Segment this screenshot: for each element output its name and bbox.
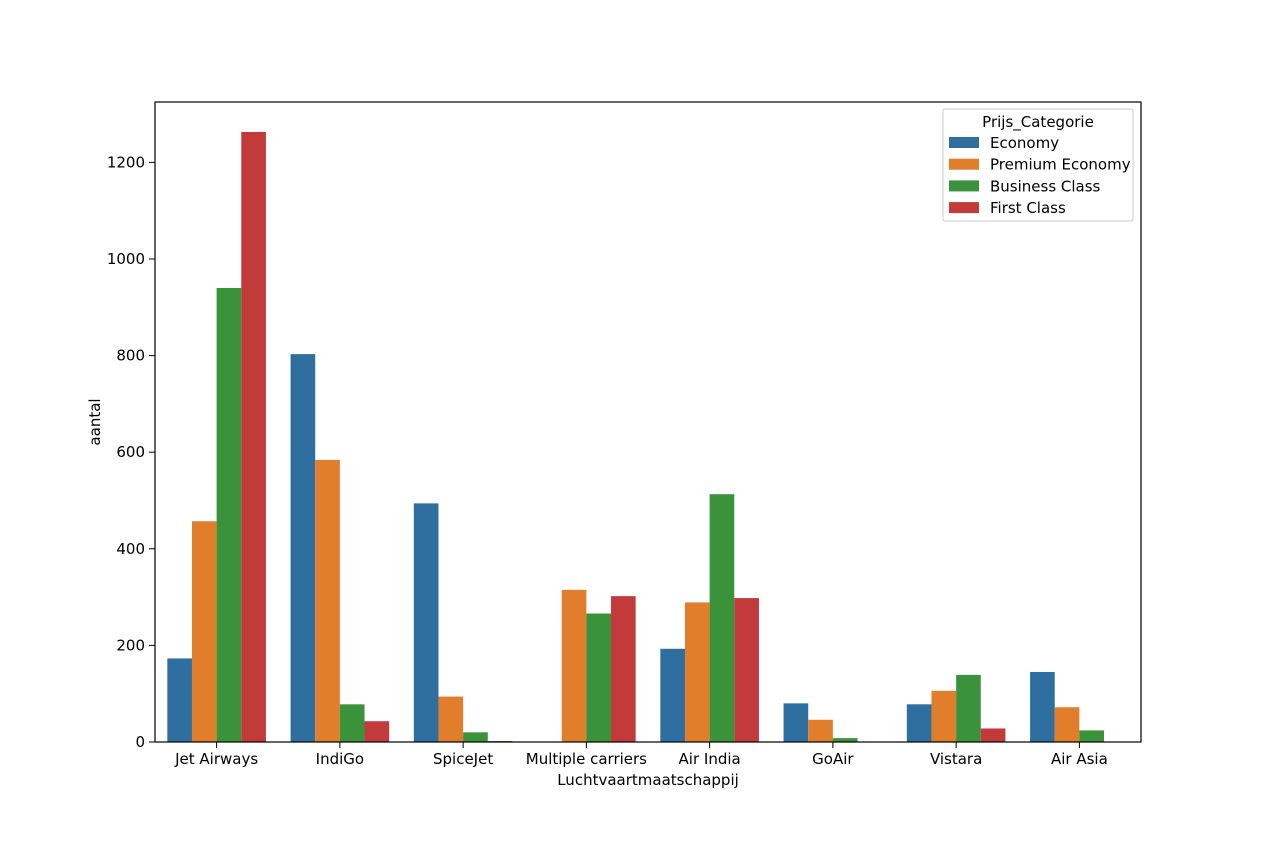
bar-business-class (586, 613, 612, 742)
bar-business-class (832, 738, 858, 742)
bar-economy (290, 354, 316, 742)
x-axis: Jet Airways IndiGo SpiceJet Multiple carrie… (174, 742, 1108, 768)
x-axis-label: Luchtvaartmaatschappij (557, 771, 739, 789)
bar-economy (167, 658, 192, 742)
x-tick-label: Multiple carriers (526, 750, 647, 768)
bar-premium-economy (438, 696, 464, 742)
y-tick-label: 600 (116, 443, 145, 461)
y-tick-label: 1000 (107, 250, 145, 268)
legend-label: Premium Economy (990, 156, 1131, 174)
bar-economy (660, 648, 685, 742)
bar-first-class (734, 598, 759, 742)
bar-first-class (980, 728, 1006, 742)
bar-premium-economy (191, 521, 217, 742)
y-tick-label: 0 (135, 733, 145, 751)
bar-first-class (241, 131, 266, 743)
bar-first-class (364, 721, 390, 742)
x-tick-label: Air Asia (1051, 750, 1108, 768)
legend-title: Prijs_Categorie (982, 113, 1094, 132)
y-tick-label: 400 (116, 540, 145, 558)
bar-premium-economy (808, 719, 833, 742)
bar-economy (906, 704, 932, 742)
bar-business-class (1079, 730, 1105, 742)
legend-swatch (949, 202, 979, 214)
bar-premium-economy (561, 589, 587, 742)
bar-premium-economy (931, 690, 957, 742)
legend-label: Business Class (990, 177, 1101, 195)
bar-economy (413, 503, 439, 742)
x-tick-label: GoAir (812, 750, 854, 768)
bar-economy (783, 703, 809, 742)
legend-swatch (949, 180, 979, 192)
legend-box (942, 108, 1134, 222)
x-tick-label: IndiGo (316, 750, 364, 768)
y-tick-label: 1200 (107, 153, 145, 171)
legend: Prijs_Categorie Economy Premium Economy Bu… (942, 108, 1134, 222)
legend-label: First Class (990, 199, 1066, 217)
legend-entries: Economy Premium Economy Business Class Firs… (949, 134, 1131, 217)
legend-swatch (949, 137, 979, 148)
bar-premium-economy (1054, 707, 1080, 742)
bar-business-class (463, 732, 488, 742)
bar-premium-economy (315, 459, 340, 742)
y-tick-label: 200 (116, 636, 145, 654)
x-tick-label: Vistara (930, 750, 982, 768)
x-tick-label: SpiceJet (433, 750, 493, 768)
legend-label: Economy (990, 134, 1059, 152)
y-axis-label: aantal (86, 398, 104, 445)
plot-frame (154, 101, 1142, 743)
bar-business-class (339, 704, 365, 742)
x-tick-label: Air India (679, 750, 741, 768)
legend-swatch (949, 158, 979, 170)
bar-business-class (709, 494, 735, 742)
y-tick-label: 800 (116, 347, 145, 365)
x-tick-label: Jet Airways (174, 750, 258, 768)
bar-first-class (611, 596, 636, 742)
bar-business-class (216, 287, 242, 742)
bar-economy (1030, 671, 1055, 742)
bar-business-class (956, 674, 981, 742)
bar-premium-economy (684, 602, 710, 742)
bars-group (167, 131, 1105, 743)
y-axis: 0 200 400 600 800 1000 1200 (107, 153, 155, 751)
